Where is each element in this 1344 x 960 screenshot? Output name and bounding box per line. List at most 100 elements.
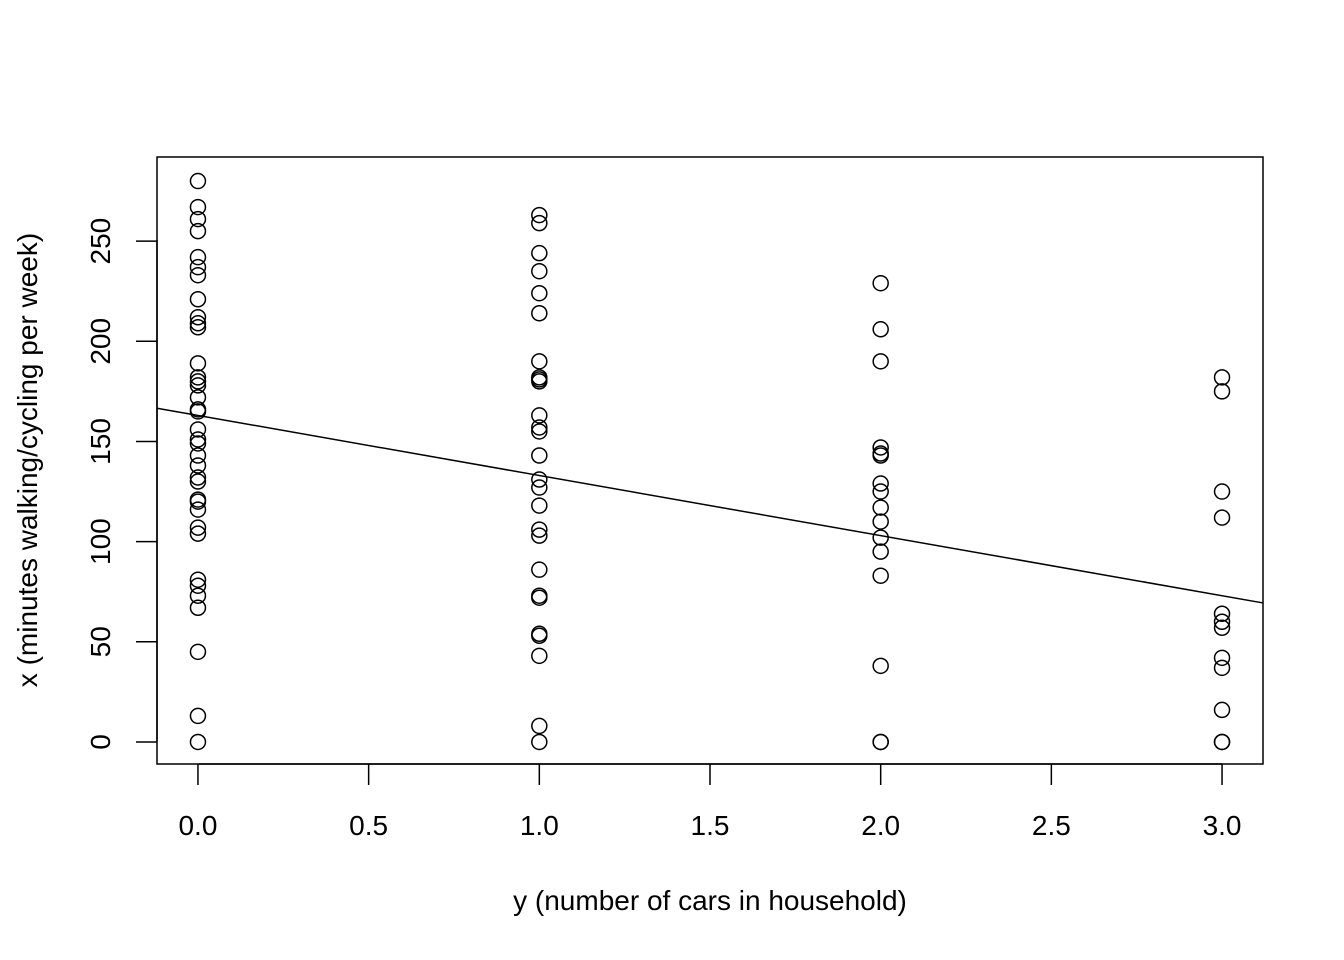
data-point: [189, 290, 207, 308]
data-point: [189, 266, 207, 284]
data-point: [1213, 733, 1231, 751]
data-point: [189, 258, 207, 276]
data-point: [189, 403, 207, 420]
x-tick-label: 2.0: [861, 810, 900, 841]
data-point: [189, 525, 207, 542]
data-point: [531, 206, 548, 224]
y-tick-label: 50: [85, 626, 116, 657]
x-tick-label: 3.0: [1203, 810, 1242, 841]
data-point: [531, 521, 548, 538]
data-point: [189, 369, 207, 386]
data-point: [1213, 619, 1231, 637]
data-point: [531, 647, 548, 665]
data-point: [872, 567, 889, 584]
data-point: [872, 513, 889, 530]
x-axis-title: y (number of cars in household): [513, 885, 907, 916]
data-point: [189, 421, 207, 438]
data-point: [872, 475, 889, 492]
data-point: [189, 707, 207, 725]
data-point: [531, 214, 548, 232]
y-tick-label: 100: [85, 518, 116, 565]
data-point: [872, 543, 889, 560]
data-point: [189, 493, 207, 510]
y-tick-label: 200: [85, 318, 116, 365]
data-point: [872, 353, 889, 370]
plot-box: [156, 156, 1264, 765]
data-point: [872, 447, 889, 464]
data-point: [189, 599, 207, 616]
data-point: [872, 321, 889, 338]
x-tick-label: 0.5: [349, 810, 388, 841]
x-axis: 0.0 0.5 1.0 1.5 2.0 2.5 3.0: [178, 763, 1242, 841]
data-point: [1213, 383, 1231, 400]
data-point: [531, 447, 548, 464]
data-point: [189, 309, 207, 326]
data-point: [531, 373, 548, 390]
y-tick-label: 250: [85, 218, 116, 265]
y-axis: 0 50 100 150 200 250: [85, 218, 158, 750]
data-point: [189, 571, 207, 588]
data-point: [189, 355, 207, 372]
data-point: [872, 483, 889, 500]
data-point: [531, 471, 548, 488]
data-point: [1213, 483, 1231, 500]
data-point: [189, 431, 207, 448]
data-point: [189, 469, 207, 486]
regression-line: [156, 407, 1264, 604]
data-point: [189, 377, 207, 394]
data-point: [531, 284, 548, 302]
data-point: [189, 210, 207, 228]
data-point: [189, 319, 207, 336]
data-point: [189, 435, 207, 452]
data-point: [872, 733, 889, 751]
data-point: [189, 643, 207, 661]
data-point: [189, 457, 207, 474]
data-point: [189, 447, 207, 464]
data-point: [1213, 613, 1231, 631]
data-point: [872, 274, 889, 292]
y-tick-label: 0: [85, 734, 116, 750]
data-point: [872, 439, 889, 456]
data-point: [1213, 509, 1231, 526]
data-point: [872, 499, 889, 516]
data-point: [189, 198, 207, 216]
data-point: [531, 733, 548, 751]
data-point: [189, 389, 207, 406]
data-point: [189, 315, 207, 332]
x-tick-label: 1.5: [691, 810, 730, 841]
data-point: [189, 733, 207, 751]
data-point: [872, 529, 889, 546]
data-point: [189, 473, 207, 490]
data-point: [531, 561, 548, 578]
data-point: [531, 627, 548, 645]
data-point: [1213, 659, 1231, 677]
data-point: [872, 657, 889, 675]
data-point: [531, 717, 548, 735]
data-point: [531, 407, 548, 424]
data-point: [189, 577, 207, 594]
data-points: [189, 172, 1231, 751]
data-point: [1213, 649, 1231, 667]
x-tick-label: 1.0: [520, 810, 559, 841]
data-point: [189, 501, 207, 518]
data-point: [1213, 369, 1231, 386]
data-point: [531, 479, 548, 496]
x-tick-label: 0.0: [178, 810, 217, 841]
data-point: [531, 419, 548, 436]
data-point: [189, 373, 207, 390]
data-point: [531, 497, 548, 514]
data-point: [189, 222, 207, 240]
data-point: [531, 527, 548, 544]
data-point: [531, 589, 548, 606]
data-point: [531, 262, 548, 280]
y-axis-title: x (minutes walking/cycling per week): [12, 233, 43, 687]
data-point: [189, 172, 207, 190]
data-point: [531, 353, 548, 370]
y-tick-label: 150: [85, 418, 116, 465]
data-point: [189, 587, 207, 604]
data-point: [531, 423, 548, 440]
data-point: [189, 248, 207, 266]
data-point: [531, 244, 548, 262]
data-point: [189, 519, 207, 536]
